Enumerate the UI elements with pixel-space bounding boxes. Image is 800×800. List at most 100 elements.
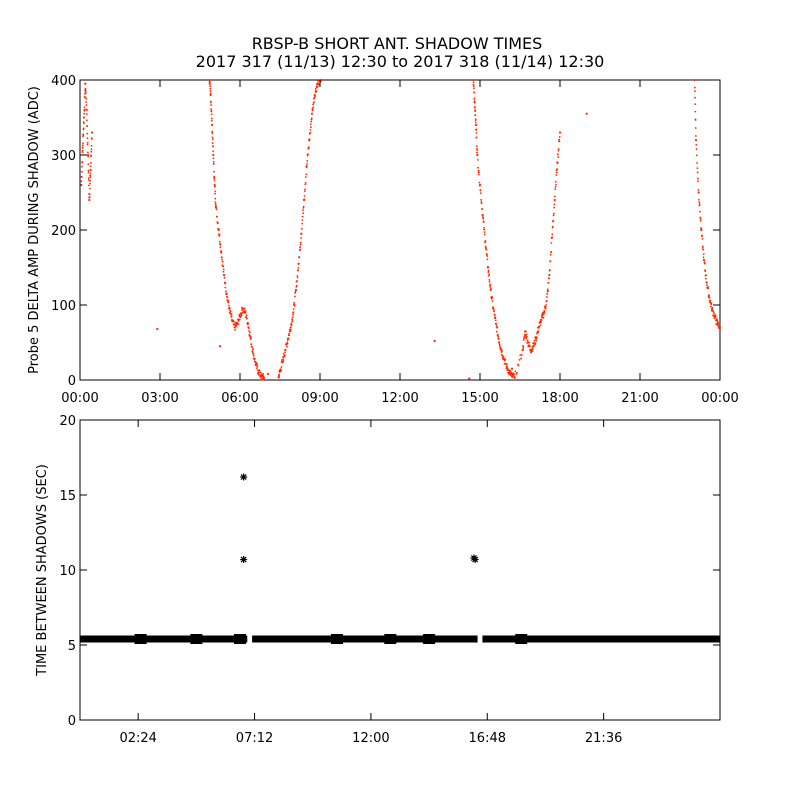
data-point [708,296,711,299]
data-point-fill [86,119,88,122]
data-point-fill [475,136,478,139]
data-point [553,198,556,202]
y-tick-label: 200 [51,224,76,239]
data-point [246,322,250,325]
data-point-fill [491,300,494,303]
data-point-fill [254,357,256,360]
data-point-fill [717,324,720,327]
data-point-fill [697,189,700,191]
data-point [489,288,492,292]
data-point-fill [314,95,317,98]
data-point [540,318,543,322]
data-point-fill [86,151,89,154]
data-point [513,376,516,379]
data-point-fill [234,326,236,329]
data-point-fill [548,277,550,280]
data-point-fill [538,325,541,328]
data-point-fill [707,287,710,289]
data-point [249,337,252,340]
data-point-fill [209,83,211,86]
data-point-fill [238,318,241,321]
data-point-fill [84,95,86,98]
data-point-fill [89,165,92,168]
data-point-fill [698,201,701,204]
top-y-axis: 0 100 200 300 400 [51,74,720,389]
data-point-fill [228,307,231,309]
data-point-fill [476,149,479,152]
data-point-fill [495,325,498,327]
data-point-fill [300,232,303,235]
data-point-fill [528,341,530,344]
data-point-fill [278,376,281,379]
data-point-fill [293,304,296,306]
data-point-fill [278,373,281,376]
data-point-fill [478,181,481,184]
data-point-fill [210,110,213,113]
data-point-fill [525,333,528,336]
data-point-fill [556,153,559,156]
data-point-fill [476,154,479,157]
data-point [85,108,88,112]
data-point-fill [301,222,304,225]
data-point-fill [693,86,696,89]
band-marker [330,634,343,644]
top-x-axis: 00:00 03:00 06:00 09:00 12:00 15:00 18:00 21:00… [61,80,739,406]
asterisk-point [240,473,248,481]
data-point-fill [301,215,304,218]
data-point-fill [317,82,320,85]
data-point-fill [546,296,548,298]
isolated-point [585,112,588,115]
data-point-fill [258,371,261,374]
band-marker [134,634,147,644]
data-point-fill [552,219,555,222]
data-point [81,146,84,149]
x-tick-label: 12:00 [381,391,418,406]
data-point-fill [482,217,485,220]
data-point-fill [702,253,705,256]
data-point-fill [256,365,259,368]
data-point-fill [694,127,697,129]
data-point-fill [487,271,490,274]
data-point [88,198,91,202]
data-point-fill [214,201,217,203]
data-point-fill [549,253,552,256]
y-tick-label: 100 [51,299,76,314]
data-point-fill [478,171,481,174]
data-point-fill [287,337,290,340]
data-point-fill [710,302,713,305]
data-point-fill [89,182,91,185]
data-point-fill [696,167,699,170]
data-point-fill [213,179,216,182]
data-point-fill [226,296,229,299]
data-point-fill [555,183,557,186]
data-point-fill [87,169,90,172]
data-point-fill [300,227,303,230]
data-point-fill [298,256,301,259]
data-point-fill [474,109,477,112]
data-point-fill [704,270,707,272]
data-point-fill [316,86,319,88]
data-point-fill [522,348,525,350]
data-point-fill [517,364,520,367]
data-point-fill [258,369,261,372]
y-tick-label: 5 [68,639,76,654]
data-point [252,352,255,355]
data-point-fill [550,250,553,253]
data-point-fill [523,336,526,338]
data-point-fill [257,373,260,376]
data-point-fill [543,310,546,313]
data-point-fill [518,358,521,361]
data-point-fill [229,310,232,313]
data-point-fill [535,339,538,342]
data-point-fill [83,112,86,115]
data-point-fill [259,371,262,374]
data-point-fill [699,218,702,220]
data-point-fill [702,256,705,259]
data-point-fill [219,243,222,246]
data-point-fill [90,154,93,157]
data-point-fill [250,336,252,339]
data-point-fill [80,175,83,178]
data-point-fill [299,243,302,246]
data-point-fill [224,286,227,289]
data-point-fill [90,144,93,147]
